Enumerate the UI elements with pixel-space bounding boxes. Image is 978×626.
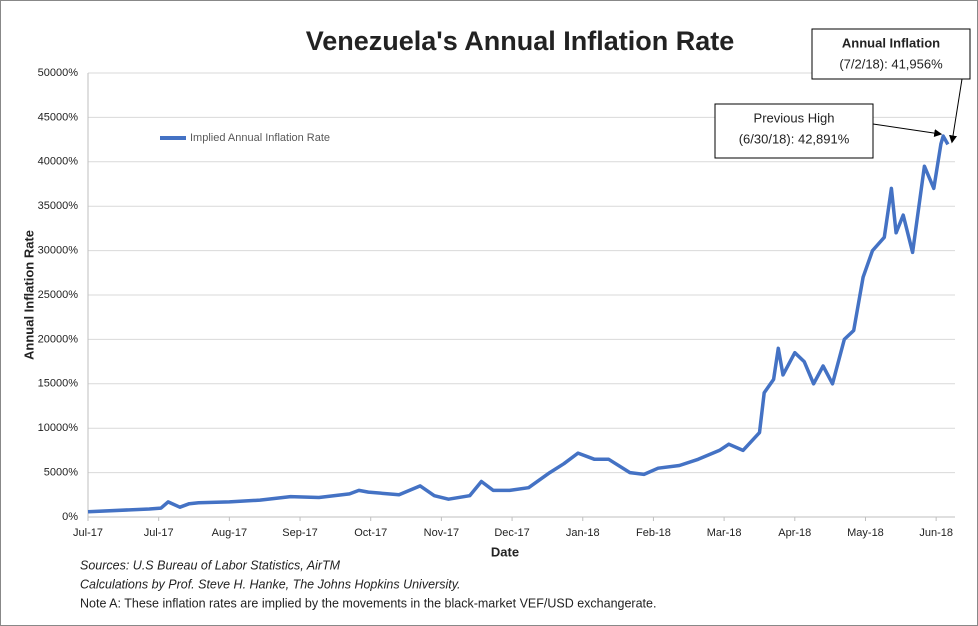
annotation-box (714, 103, 874, 159)
x-tick-label: Feb-18 (636, 527, 671, 539)
x-tick-label: Aug-17 (212, 527, 247, 539)
x-tick-label: Mar-18 (707, 527, 742, 539)
note: Sources: U.S Bureau of Labor Statistics,… (80, 558, 341, 572)
y-tick-label: 35000% (38, 200, 79, 212)
y-axis-label: Annual Inflation Rate (21, 230, 36, 360)
x-tick-label: Jul-17 (73, 527, 103, 539)
annotation-arrow (872, 123, 943, 138)
x-axis-label: Date (491, 544, 519, 559)
note: Note A: These inflation rates are implie… (80, 596, 656, 610)
x-tick-label: Oct-17 (354, 527, 387, 539)
x-tick-label: Sep-17 (282, 527, 317, 539)
annotation-text: (6/30/18): 42,891% (739, 131, 850, 146)
note: Calculations by Prof. Steve H. Hanke, Th… (80, 577, 461, 591)
annotation-box (811, 28, 971, 80)
y-tick-label: 20000% (38, 333, 79, 345)
y-tick-label: 25000% (38, 289, 79, 301)
chart-title: Venezuela's Annual Inflation Rate (306, 26, 735, 56)
y-tick-label: 5000% (44, 467, 78, 479)
y-tick-label: 45000% (38, 111, 79, 123)
x-tick-label: Jan-18 (566, 527, 600, 539)
annotation-text: Annual Inflation (842, 35, 940, 50)
line-series (87, 134, 950, 514)
y-tick-label: 50000% (38, 67, 79, 79)
annotation-text: Previous High (754, 110, 835, 125)
y-tick-label: 30000% (38, 245, 79, 257)
x-tick-label: Dec-17 (494, 527, 529, 539)
x-tick-label: Jun-18 (919, 527, 953, 539)
y-tick-label: 40000% (38, 156, 79, 168)
x-tick-label: Nov-17 (424, 527, 459, 539)
y-tick-label: 0% (62, 511, 78, 523)
x-tick-label: Apr-18 (778, 527, 811, 539)
x-tick-label: May-18 (847, 527, 884, 539)
annotation-text: (7/2/18): 41,956% (839, 56, 943, 71)
y-tick-label: 10000% (38, 422, 79, 434)
x-tick-label: Jul-17 (144, 527, 174, 539)
legend-label: Implied Annual Inflation Rate (190, 132, 330, 144)
annotation-arrow (949, 78, 963, 144)
y-tick-label: 15000% (38, 378, 79, 390)
